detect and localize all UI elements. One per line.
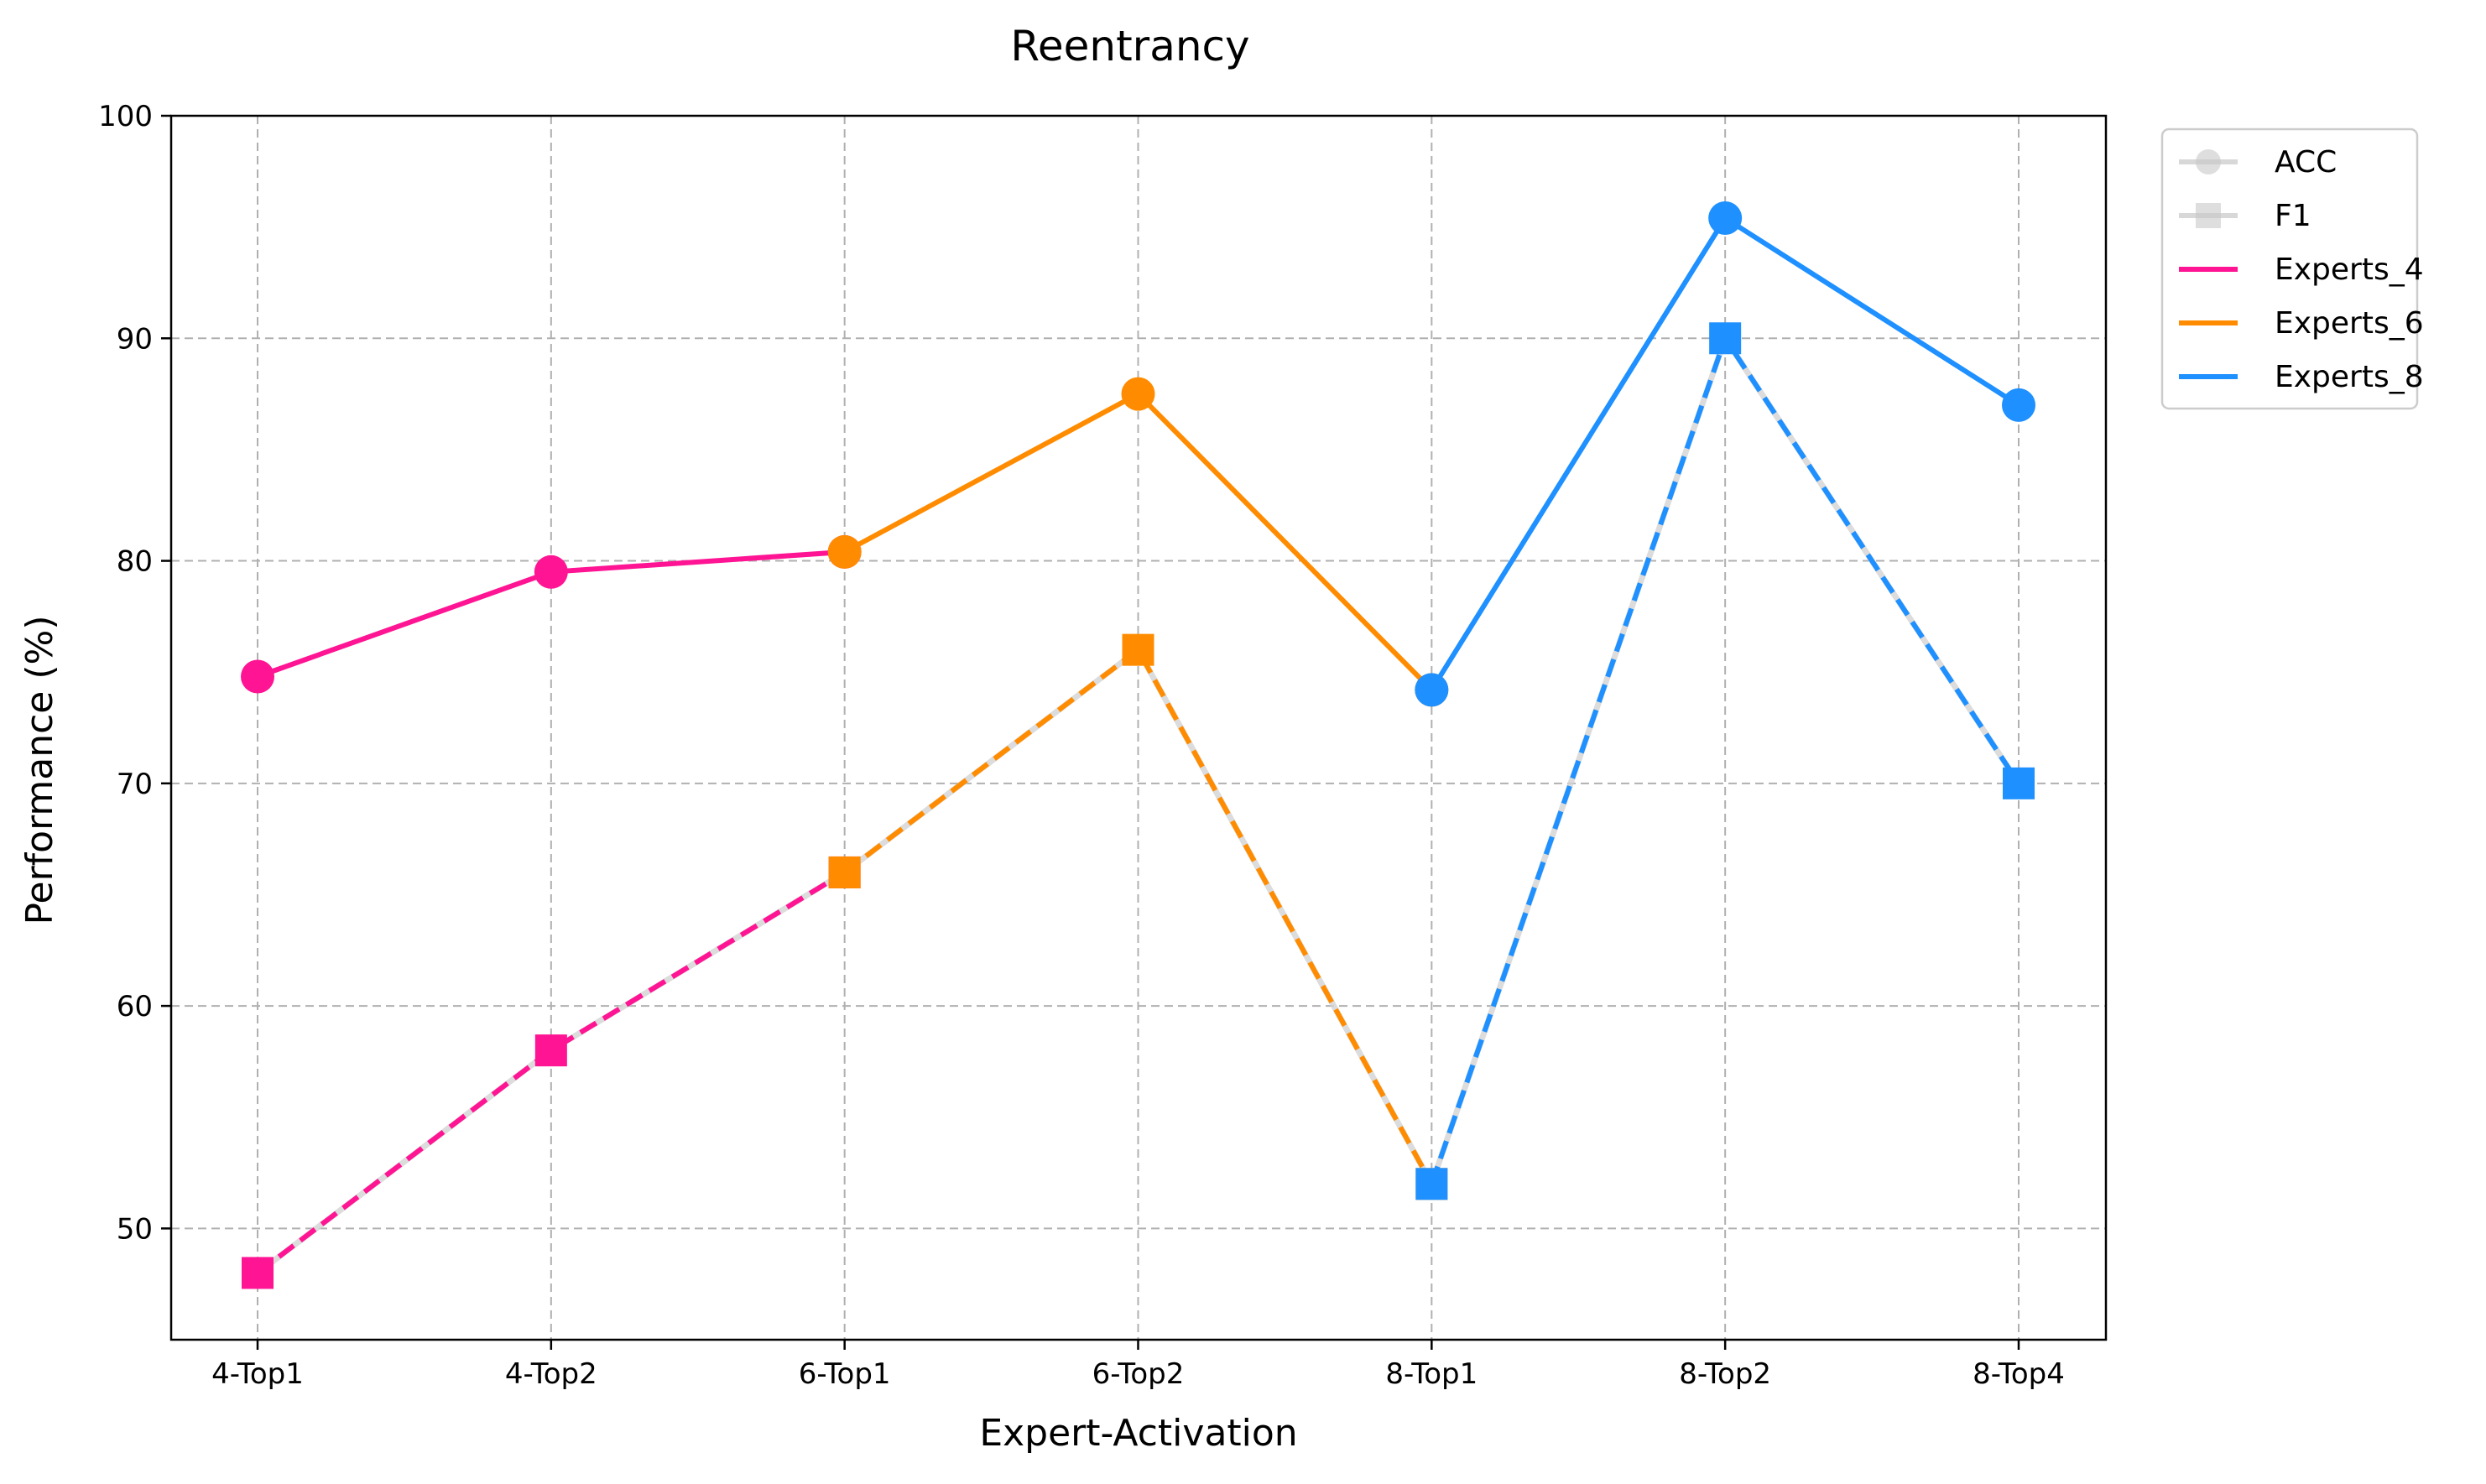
experts-6-acc-point (827, 534, 862, 569)
y-tick-label: 70 (117, 768, 153, 801)
experts-6-f1-point (828, 856, 861, 888)
y-tick-label: 80 (117, 545, 153, 579)
experts-8-f1-point (1415, 1168, 1448, 1200)
x-tick-label: 6-Top1 (799, 1357, 891, 1391)
y-tick-label: 50 (117, 1212, 153, 1246)
series-layer (241, 201, 2035, 1289)
experts-4-f1-line (256, 870, 847, 1275)
legend-box (2160, 128, 2419, 410)
legend-label-experts-6: Experts_6 (2275, 306, 2424, 341)
experts-8-f1-point (2003, 767, 2035, 799)
x-tick-label: 8-Top2 (1679, 1357, 1771, 1391)
legend-label-acc: ACC (2275, 145, 2337, 180)
x-tick-label: 4-Top1 (211, 1357, 304, 1391)
legend-label-experts-8: Experts_8 (2275, 360, 2424, 394)
x-tick-label: 6-Top2 (1092, 1357, 1185, 1391)
legend-circle-marker-icon (2196, 149, 2221, 174)
x-tick-label: 4-Top2 (505, 1357, 597, 1391)
y-tick-label: 90 (117, 322, 153, 356)
experts-8-acc-point (1708, 201, 1743, 236)
experts-8-f1-point (1709, 322, 1742, 355)
experts-4-acc-point (534, 555, 568, 589)
legend: ACC F1 Experts_4 Experts_6 Experts_8 (2160, 128, 2424, 410)
x-tick-label: 8-Top1 (1385, 1357, 1478, 1391)
x-tick-label: 8-Top4 (1973, 1357, 2065, 1391)
experts-8-acc-point (1415, 673, 1449, 707)
experts-6-acc-point (1121, 377, 1155, 411)
chart-title: Reentrancy (1010, 22, 1249, 70)
y-axis-label: Performance (%) (18, 616, 61, 925)
experts-6-f1-point (1122, 633, 1154, 666)
legend-label-experts-4: Experts_4 (2275, 253, 2424, 287)
experts-4-f1-point (534, 1034, 567, 1067)
experts-4-acc-point (241, 659, 274, 694)
legend-square-marker-icon (2196, 203, 2221, 228)
legend-label-f1: F1 (2275, 199, 2311, 233)
y-tick-label: 100 (98, 100, 153, 133)
experts-6-f1-line (842, 646, 1434, 1185)
experts-8-acc-point (2002, 388, 2035, 422)
y-tick-label: 60 (117, 990, 153, 1023)
tick-layer: 4-Top1 4-Top2 6-Top1 6-Top2 8-Top1 8-Top2 8-To… (98, 100, 2065, 1391)
experts-4-f1-point (242, 1257, 274, 1289)
x-axis-label: Expert-Activation (979, 1412, 1297, 1455)
